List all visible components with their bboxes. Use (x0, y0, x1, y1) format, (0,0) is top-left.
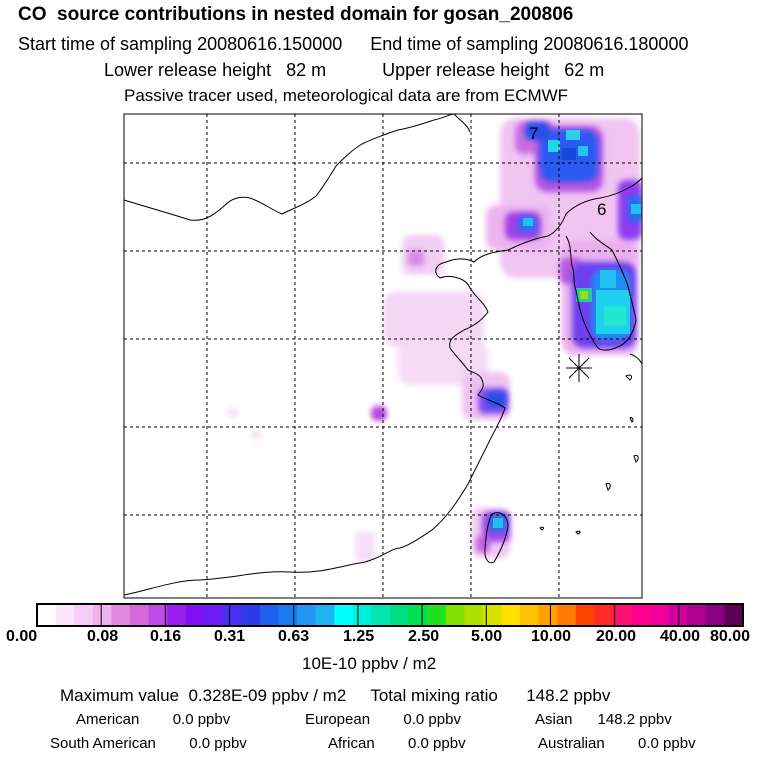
african-contribution: African 0.0 ppbv (328, 735, 466, 752)
grid (124, 114, 642, 598)
contour-label-7: 7 (529, 124, 538, 143)
colorbar-swatch (557, 604, 577, 626)
colorbar-swatch (687, 604, 707, 626)
colorbar-swatch (204, 604, 224, 626)
colorbar-unit: 10E-10 ppbv / m2 (302, 654, 437, 673)
colorbar-swatch (352, 604, 373, 626)
colorbar-swatch (37, 604, 57, 626)
colorbar-swatch (408, 604, 428, 626)
coastline-korea (565, 231, 637, 351)
figure-title: CO source contributions in nested domain… (18, 4, 574, 25)
colorbar-swatch (668, 604, 688, 626)
tracer-note: Passive tracer used, meteorological data… (124, 86, 569, 105)
upper-release-height: Upper release height 62 m (382, 60, 605, 80)
colorbar-swatch (538, 604, 558, 626)
coastline-mainland (124, 177, 642, 596)
colorbar-swatch (501, 604, 521, 626)
colorbar-swatch (612, 604, 633, 626)
european-contribution: European 0.0 ppbv (305, 711, 461, 728)
colorbar-swatch (55, 604, 75, 626)
colorbar-swatch (520, 604, 540, 626)
end-time: End time of sampling 20080616.180000 (370, 34, 689, 54)
colorbar-swatch (167, 604, 187, 626)
colorbar-swatch (427, 604, 447, 626)
island-5 (539, 526, 544, 531)
colorbar-tick: 40.00 (660, 628, 701, 645)
colorbar-swatch (594, 604, 614, 626)
map-frame (123, 113, 643, 599)
colorbar-tick: 2.50 (408, 628, 440, 645)
start-time: Start time of sampling 20080616.150000 (18, 34, 343, 54)
colorbar-swatch (334, 604, 354, 626)
island-1 (625, 374, 633, 381)
colorbar-swatch (445, 604, 465, 626)
colorbar-swatch (92, 604, 112, 626)
colorbar-swatch (278, 604, 298, 626)
island-3 (605, 483, 611, 491)
colorbar-tick: 1.25 (343, 628, 375, 645)
colorbar-swatch (575, 604, 595, 626)
colorbar-tick: 10.00 (531, 628, 572, 645)
colorbar-swatches (37, 604, 744, 626)
plume-core (493, 130, 641, 528)
colorbar-swatch (129, 604, 150, 626)
concentration-field: 7 6 (124, 114, 642, 598)
colorbar-tick: 80.00 (710, 628, 751, 645)
boundary-north (124, 114, 455, 221)
colorbar-swatch (631, 604, 651, 626)
colorbar-swatch (241, 604, 261, 626)
contour-label-6: 6 (597, 200, 606, 219)
colorbar-swatch (705, 604, 726, 626)
summary-line: Maximum value 0.328E-09 ppbv / m2 Total m… (60, 686, 610, 706)
colorbar-tick: 0.63 (278, 628, 310, 645)
colorbar-swatch (315, 604, 335, 626)
american-contribution: American 0.0 ppbv (76, 711, 231, 728)
colorbar-swatch (259, 604, 280, 626)
total-mixing-ratio: Total mixing ratio 148.2 ppbv (370, 686, 611, 705)
coastline-taiwan (484, 512, 509, 564)
coastlines (124, 114, 642, 596)
asian-contribution: Asian 148.2 ppbv (535, 711, 672, 728)
colorbar-swatch (464, 604, 484, 626)
colorbar-frame (36, 603, 744, 627)
maximum-value: Maximum value 0.328E-09 ppbv / m2 (60, 686, 347, 705)
australian-contribution: Australian 0.0 ppbv (538, 735, 696, 752)
colorbar-tick: 20.00 (596, 628, 637, 645)
colorbar-swatch (74, 604, 94, 626)
colorbar-swatch (148, 604, 168, 626)
colorbar-swatch (222, 604, 242, 626)
island-6 (629, 417, 634, 423)
colorbar-tick: 0.08 (87, 628, 119, 645)
colorbar-tick: 0.00 (6, 628, 38, 645)
colorbar-tick: 5.00 (471, 628, 503, 645)
receptor-star-icon (566, 354, 592, 382)
colorbar-swatch (111, 604, 131, 626)
lower-release-height: Lower release height 82 m (104, 60, 327, 80)
south-american-contribution: South American 0.0 ppbv (50, 735, 247, 752)
release-heights: Lower release height 82 m Upper release h… (104, 60, 604, 81)
colorbar-swatch (185, 604, 205, 626)
colorbar (36, 603, 744, 627)
colorbar-tick: 0.16 (150, 628, 182, 645)
island-2 (633, 455, 639, 463)
sampling-times: Start time of sampling 20080616.150000 En… (18, 34, 688, 55)
colorbar-tick: 0.31 (214, 628, 246, 645)
colorbar-swatch (650, 604, 670, 626)
coastline-japan (629, 353, 642, 365)
island-4 (575, 530, 581, 535)
colorbar-swatch (482, 604, 503, 626)
colorbar-swatch (371, 604, 391, 626)
coastline-bay-top (453, 114, 471, 133)
colorbar-swatch (724, 604, 744, 626)
colorbar-swatch (297, 604, 317, 626)
colorbar-swatch (390, 604, 410, 626)
